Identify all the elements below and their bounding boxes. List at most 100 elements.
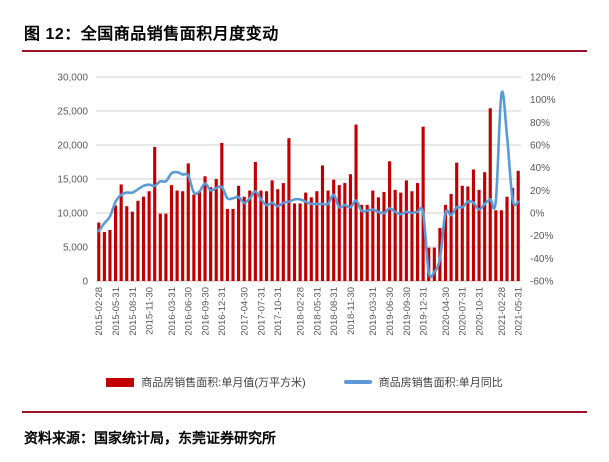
x-axis-tick: 2015-02-28 — [94, 287, 105, 336]
x-axis-tick: 2018-08-31 — [329, 287, 340, 336]
legend-label-bar: 商品房销售面积:单月值(万平方米) — [141, 377, 306, 389]
bar — [119, 184, 123, 281]
bar — [253, 162, 257, 281]
bar — [259, 190, 263, 281]
bar — [164, 213, 168, 281]
legend-item-bar[interactable]: 商品房销售面积:单月值(万平方米) — [106, 374, 306, 390]
bar — [410, 191, 414, 281]
line-series — [97, 90, 520, 279]
x-axis-tick: 2015-11-30 — [145, 287, 156, 335]
x-axis-tick: 2020-04-30 — [441, 287, 452, 336]
bar — [248, 190, 252, 281]
bar — [192, 194, 196, 281]
y-axis-right-tick: 40% — [530, 163, 550, 174]
bar — [511, 187, 515, 281]
bar — [220, 142, 224, 281]
bar — [371, 190, 375, 281]
legend-item-line[interactable]: 商品房销售面积:单月同比 — [343, 374, 503, 390]
bar — [315, 191, 319, 281]
bar — [483, 172, 487, 281]
y-axis-right-tick: 20% — [530, 186, 550, 197]
bar — [264, 191, 269, 281]
y-axis-right-tick: 0% — [530, 209, 545, 220]
y-axis-left-tick: 30,000 — [57, 73, 88, 84]
bar — [292, 203, 297, 281]
bar — [153, 147, 157, 281]
bar — [175, 190, 179, 281]
combo-chart: 0 5,000 10,000 15,000 20,000 25,000 30,000 -60%… — [57, 73, 556, 336]
bar — [376, 197, 380, 281]
bar — [203, 176, 207, 281]
bar — [516, 170, 520, 281]
bar — [270, 180, 274, 281]
x-axis-tick: 2016-09-30 — [200, 287, 211, 336]
bar — [197, 191, 202, 281]
bar — [415, 183, 420, 281]
bar — [231, 208, 235, 281]
x-axis-tick: 2020-10-31 — [474, 287, 485, 336]
bar — [388, 161, 392, 281]
bar-series — [97, 108, 520, 281]
x-axis-tick: 2018-11-30 — [346, 287, 357, 335]
title-divider — [22, 50, 587, 52]
bar — [169, 185, 174, 281]
bar — [443, 204, 448, 281]
bar — [455, 162, 459, 281]
x-axis-tick: 2016-03-31 — [167, 287, 178, 336]
bar — [354, 124, 358, 281]
x-axis-tick: 2017-04-30 — [240, 287, 251, 336]
x-axis-tick: 2017-10-31 — [273, 287, 284, 336]
bar — [136, 200, 140, 281]
bar — [209, 187, 213, 281]
line-swatch-icon — [343, 380, 372, 384]
bar — [421, 126, 425, 281]
x-axis-tick: 2018-05-31 — [312, 287, 323, 336]
x-axis-tick: 2015-08-31 — [128, 287, 139, 336]
bar — [499, 210, 503, 281]
bar — [477, 189, 481, 281]
x-axis-tick: 2021-05-31 — [514, 287, 525, 336]
y-axis-left-tick: 20,000 — [57, 141, 88, 152]
x-axis-tick: 2019-12-31 — [419, 287, 430, 336]
bar — [214, 179, 218, 281]
bar — [343, 183, 347, 281]
y-axis-left-tick: 5,000 — [63, 243, 88, 254]
y-axis-left-tick: 0 — [82, 277, 88, 288]
bar — [141, 196, 146, 281]
x-axis-tick: 2019-06-30 — [385, 287, 396, 336]
bar — [108, 230, 112, 281]
bar — [186, 163, 190, 281]
x-axis-tick: 2019-09-30 — [402, 287, 413, 336]
bar — [281, 183, 285, 281]
chart-legend: 商品房销售面积:单月值(万平方米) 商品房销售面积:单月同比 — [0, 374, 609, 390]
bar — [460, 185, 464, 281]
bar — [382, 191, 386, 281]
y-axis-right-tick: -60% — [530, 277, 553, 288]
bar — [125, 206, 129, 281]
bar — [393, 189, 397, 281]
y-axis-right-tick: 60% — [530, 141, 550, 152]
legend-label-line: 商品房销售面积:单月同比 — [378, 377, 503, 389]
bar — [488, 108, 492, 281]
bar — [494, 210, 498, 281]
bar — [242, 196, 246, 281]
bar — [237, 185, 241, 281]
bar — [332, 179, 336, 281]
bar — [404, 180, 408, 281]
bar — [471, 169, 476, 281]
bar-swatch-icon — [106, 377, 135, 387]
bar — [102, 232, 106, 281]
bar — [449, 193, 453, 281]
bar — [287, 138, 291, 281]
y-axis-left-tick: 25,000 — [57, 107, 88, 118]
x-axis-tick: 2015-05-31 — [111, 287, 122, 336]
bar — [360, 204, 364, 281]
figure-title: 图 12：全国商品销售面积月度变动 — [24, 26, 279, 43]
bar — [365, 204, 369, 281]
y-axis-right-tick: 120% — [530, 73, 556, 84]
bar — [304, 192, 308, 281]
bar — [147, 191, 151, 281]
bar — [466, 186, 470, 281]
bar — [432, 247, 436, 281]
